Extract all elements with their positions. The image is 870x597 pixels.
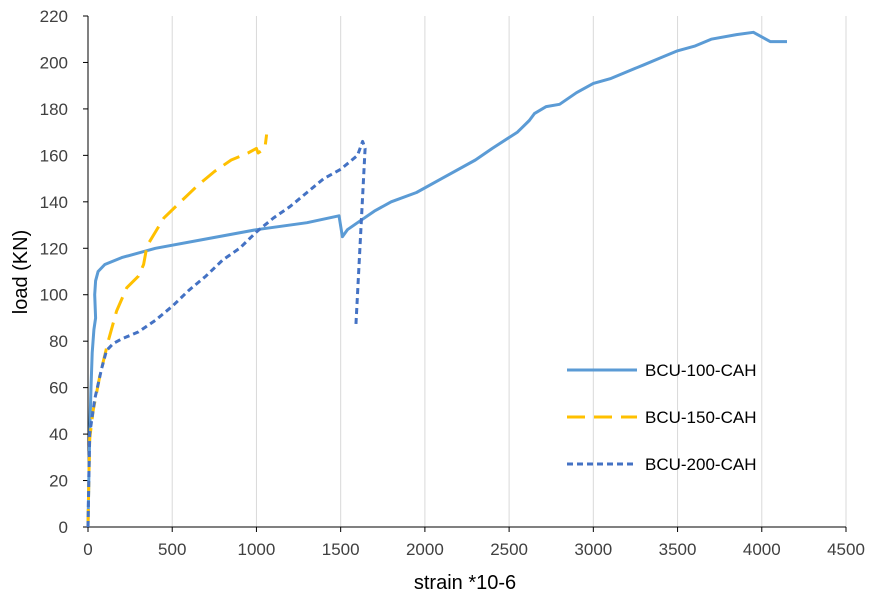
x-tick-label: 1500 [322, 540, 360, 559]
gridlines [171, 16, 847, 527]
legend-label-1: BCU-100-CAH [645, 361, 756, 380]
x-tick-label: 3000 [574, 540, 612, 559]
y-tick-label: 40 [49, 425, 68, 444]
y-tick-label: 120 [40, 239, 68, 258]
y-tick-label: 60 [49, 379, 68, 398]
y-tick-label: 100 [40, 286, 68, 305]
y-tick-label: 20 [49, 472, 68, 491]
y-tick-label: 180 [40, 100, 68, 119]
y-tick-labels: 0 20 40 60 80 100 120 140 160 180 200 220 [40, 7, 68, 537]
y-tick-label: 80 [49, 332, 68, 351]
x-tick-labels: 0 500 1000 1500 2000 2500 3000 3500 4000 4500 [83, 540, 865, 559]
x-tick-label: 4500 [827, 540, 865, 559]
x-axis-title: strain *10-6 [414, 572, 516, 594]
x-tick-label: 500 [158, 540, 186, 559]
series-line-1 [86, 30, 787, 528]
legend-label-2: BCU-150-CAH [645, 408, 756, 427]
y-tick-label: 0 [59, 518, 68, 537]
x-tick-label: 0 [83, 540, 92, 559]
y-axis-title: load (KN) [10, 230, 32, 314]
y-tick-label: 200 [40, 53, 68, 72]
axes [83, 15, 847, 532]
y-tick-label: 220 [40, 7, 68, 26]
legend: BCU-100-CAH BCU-150-CAH BCU-200-CAH [567, 361, 756, 474]
y-tick-label: 160 [40, 146, 68, 165]
series-line-2 [86, 134, 269, 528]
x-tick-label: 2000 [406, 540, 444, 559]
y-tick-label: 140 [40, 193, 68, 212]
series-lines [86, 30, 787, 528]
legend-label-3: BCU-200-CAH [645, 455, 756, 474]
series-line-3 [86, 139, 367, 528]
x-tick-label: 2500 [490, 540, 528, 559]
x-tick-label: 1000 [238, 540, 276, 559]
x-tick-label: 4000 [743, 540, 781, 559]
x-tick-label: 3500 [659, 540, 697, 559]
